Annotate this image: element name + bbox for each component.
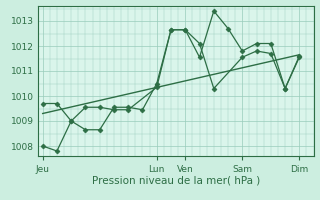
- X-axis label: Pression niveau de la mer( hPa ): Pression niveau de la mer( hPa ): [92, 175, 260, 185]
